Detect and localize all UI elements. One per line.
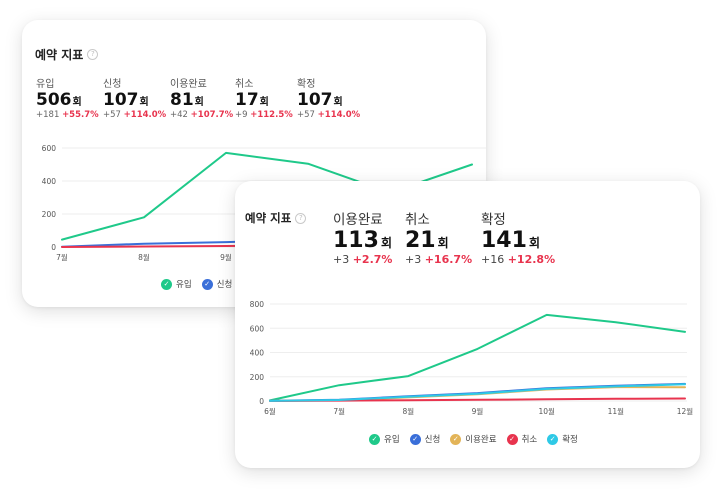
metric-label: 이용완료 — [170, 79, 207, 90]
metric-apply: 신청 107회 +57 +114.0% — [103, 75, 166, 120]
x-tick-label: 10월 — [538, 406, 555, 416]
legend-label: 신청 — [424, 435, 441, 445]
chart-legend: ✓ 유입 ✓ 신청 — [161, 278, 242, 290]
y-tick-label: 800 — [250, 300, 265, 309]
metric-cancel: 취소 21 회 +3 +16.7% — [405, 208, 472, 266]
metric-confirm: 확정 107회 +57 +114.0% — [297, 75, 360, 120]
y-tick-label: 200 — [42, 210, 57, 219]
metric-confirm: 확정 141 회 +16 +12.8% — [481, 208, 555, 266]
card-title: 예약 지표 — [35, 48, 84, 62]
y-tick-label: 400 — [250, 349, 265, 358]
question-circle-icon[interactable]: ? — [87, 49, 99, 60]
metric-delta: +3 +16.7% — [405, 253, 473, 266]
legend-label: 신청 — [216, 280, 233, 290]
line-chart-front: 0 200 400 600 800 6월 7월 8월 9월 10월 11월 12월 — [250, 300, 694, 416]
metric-value: 113 회 — [333, 228, 392, 253]
legend-label: 이용완료 — [465, 435, 497, 445]
metric-label: 취소 — [235, 79, 254, 90]
metric-value: 506회 — [36, 90, 82, 110]
y-tick-label: 600 — [42, 144, 57, 153]
metric-value: 81회 — [170, 90, 204, 110]
legend-item-apply[interactable]: ✓ 신청 — [409, 433, 441, 445]
x-tick-label: 11월 — [608, 406, 625, 416]
metric-label: 신청 — [103, 79, 122, 90]
question-circle-icon[interactable]: ? — [295, 212, 307, 224]
metric-value: 21 회 — [405, 228, 449, 253]
x-tick-label: 7월 — [56, 252, 68, 262]
legend-item-inflow[interactable]: ✓ 유입 — [369, 433, 400, 445]
legend-label: 확정 — [562, 435, 578, 445]
legend-item-apply[interactable]: ✓ 신청 — [201, 278, 233, 290]
metric-inflow: 유입 506회 +181 +55.7% — [36, 75, 99, 120]
x-tick-label: 9월 — [220, 252, 232, 262]
metric-label: 유입 — [36, 79, 55, 90]
legend-item-inflow[interactable]: ✓ 유입 — [161, 278, 192, 290]
card-title: 예약 지표 — [245, 211, 292, 225]
metric-label: 확정 — [297, 79, 316, 90]
x-tick-label: 12월 — [677, 406, 694, 416]
y-tick-label: 400 — [42, 177, 57, 186]
metric-value: 17회 — [235, 90, 269, 110]
check-icon: ✓ — [506, 433, 518, 445]
card-header: 예약 지표 ? — [35, 46, 99, 63]
y-tick-label: 200 — [250, 373, 265, 382]
legend-label: 유입 — [176, 280, 192, 290]
check-icon: ✓ — [369, 433, 380, 445]
check-icon: ✓ — [409, 433, 421, 445]
check-icon: ✓ — [161, 278, 172, 290]
x-tick-label: 6월 — [264, 406, 276, 416]
y-tick-label: 0 — [259, 397, 264, 406]
check-icon: ✓ — [450, 433, 462, 445]
metric-value: 107회 — [103, 90, 149, 110]
metric-delta: +9 +112.5% — [235, 110, 293, 120]
metric-complete: 이용완료 113 회 +3 +2.7% — [333, 208, 392, 266]
metric-cancel: 취소 17회 +9 +112.5% — [235, 75, 293, 120]
legend-item-confirm[interactable]: ✓ 확정 — [547, 433, 578, 445]
metric-complete: 이용완료 81회 +42 +107.7% — [170, 75, 233, 120]
metric-delta: +3 +2.7% — [333, 253, 393, 266]
y-tick-label: 0 — [51, 243, 56, 252]
legend-item-complete[interactable]: ✓ 이용완료 — [450, 433, 497, 445]
check-icon: ✓ — [201, 278, 213, 290]
metric-delta: +57 +114.0% — [103, 110, 167, 120]
check-icon: ✓ — [547, 433, 559, 445]
metric-delta: +42 +107.7% — [170, 110, 234, 120]
chart-legend: ✓ 유입 ✓ 신청 ✓ 이용완료 ✓ 취소 ✓ 확정 — [369, 433, 588, 445]
series-line — [269, 313, 686, 402]
metric-value: 107회 — [297, 90, 343, 110]
x-tick-label: 7월 — [333, 406, 345, 416]
series-line — [269, 383, 686, 402]
metric-value: 141 회 — [481, 228, 540, 253]
x-tick-label: 8월 — [138, 252, 150, 262]
x-tick-label: 9월 — [472, 406, 484, 416]
legend-item-cancel[interactable]: ✓ 취소 — [506, 433, 538, 445]
y-tick-label: 600 — [250, 324, 265, 333]
metric-delta: +181 +55.7% — [36, 110, 99, 120]
legend-label: 유입 — [384, 435, 400, 445]
card-header: 예약 지표 ? — [245, 210, 307, 226]
metric-delta: +57 +114.0% — [297, 110, 361, 120]
x-tick-label: 8월 — [402, 406, 414, 416]
legend-label: 취소 — [521, 435, 538, 445]
metric-delta: +16 +12.8% — [481, 253, 556, 266]
metric-label: 취소 — [405, 212, 430, 228]
reservation-metrics-card-front: 예약 지표 ? 이용완료 113 회 +3 +2.7% 취소 21 회 +3 +16… — [235, 181, 700, 468]
metric-label: 이용완료 — [333, 212, 383, 228]
metric-label: 확정 — [481, 212, 506, 228]
